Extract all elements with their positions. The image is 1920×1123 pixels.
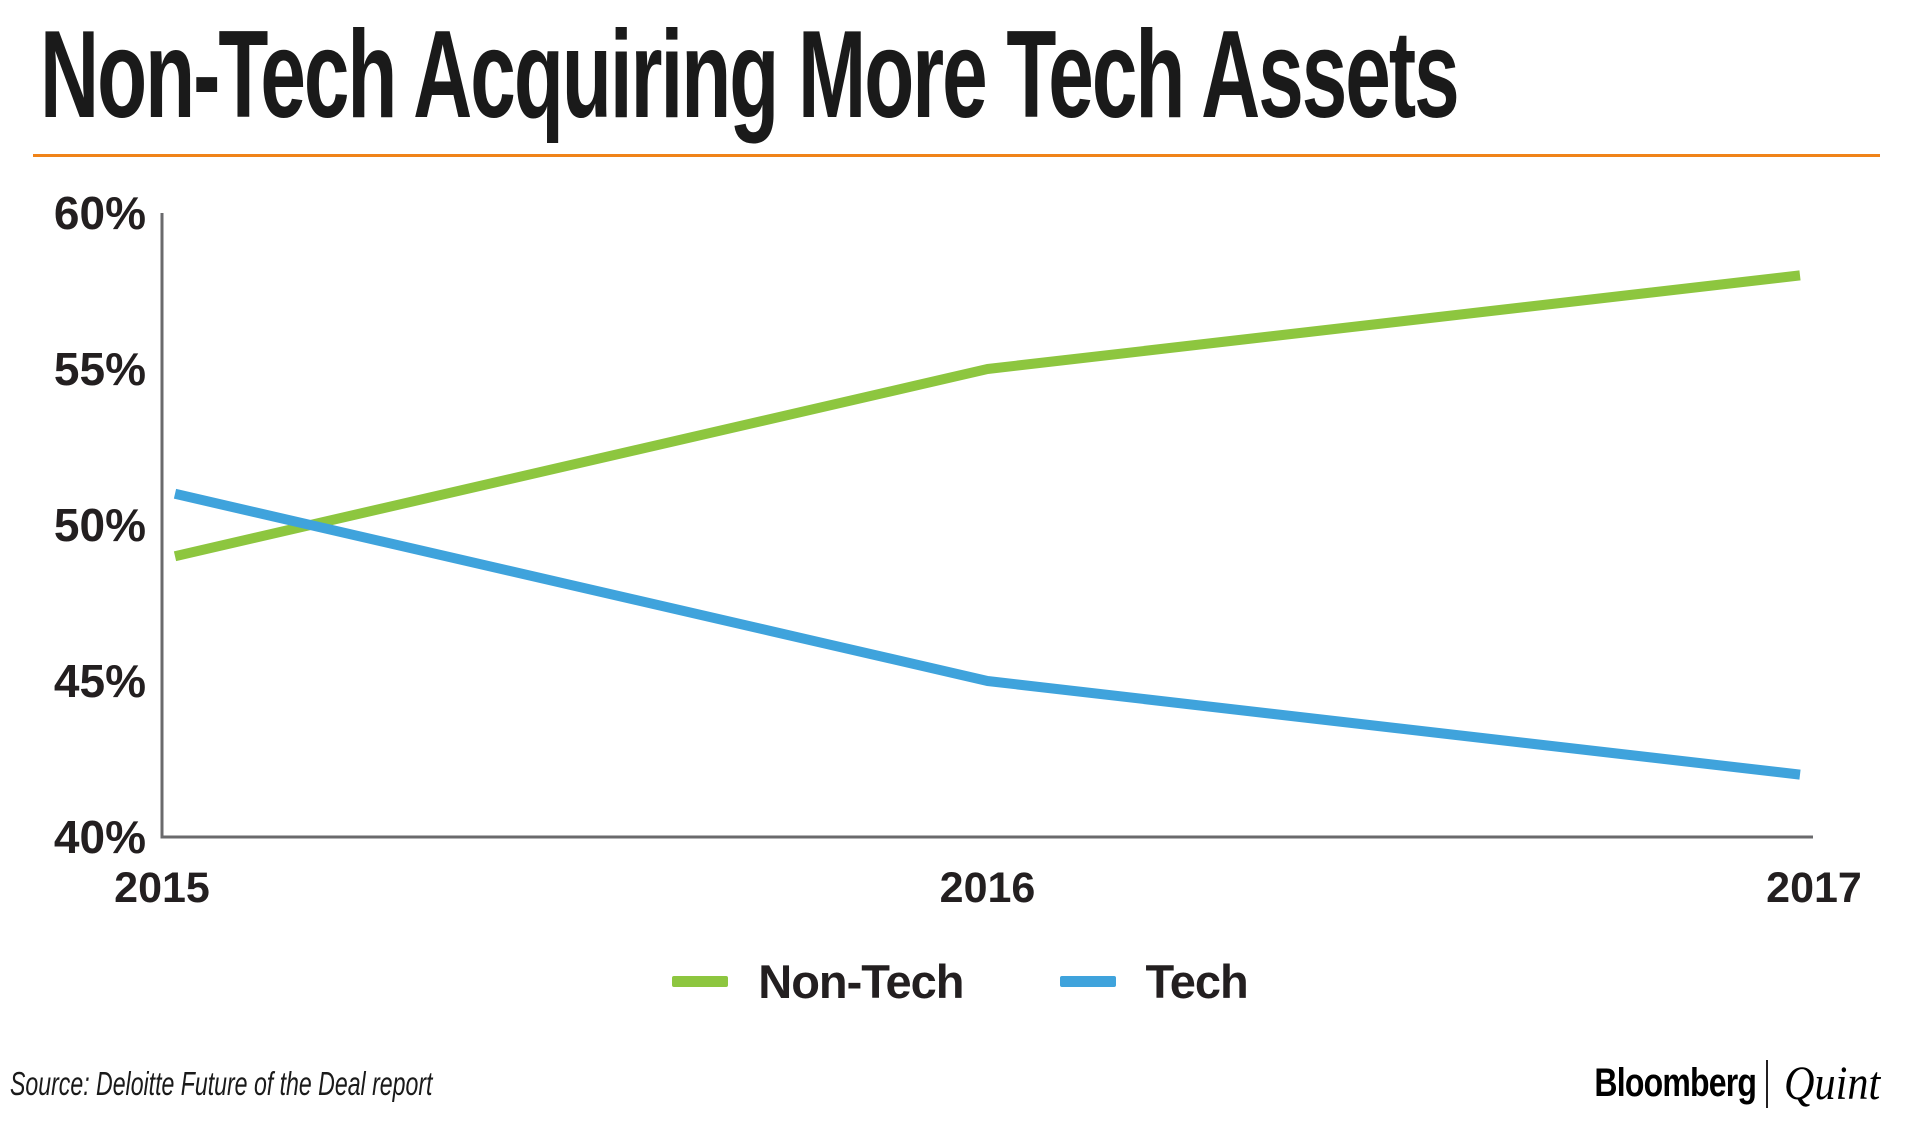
x-tick-label: 2016 (940, 864, 1036, 912)
logo-divider (1765, 1059, 1768, 1108)
series-line-tech (173, 488, 1801, 780)
y-tick-label: 40% (54, 811, 146, 863)
quint-wordmark: Quint (1783, 1057, 1880, 1110)
x-tick-label: 2015 (114, 864, 210, 912)
x-tick-label: 2017 (1766, 864, 1862, 912)
y-tick-label: 45% (54, 655, 146, 707)
y-tick-label: 50% (54, 499, 146, 551)
legend-label-non-tech: Non-Tech (758, 955, 964, 1008)
legend-label-tech: Tech (1145, 955, 1249, 1008)
footer: Source: Deloitte Future of the Deal repo… (10, 1056, 1893, 1111)
legend-swatch-non-tech (672, 976, 729, 987)
axis-lines (160, 213, 1813, 839)
header-divider-rule (33, 154, 1880, 157)
line-chart: 40% 45% 50% 55% 60% 2015 2016 2017 (54, 187, 1862, 912)
bloomberg-quint-logo: Bloomberg Quint (1554, 1056, 1893, 1111)
source-note: Source: Deloitte Future of the Deal repo… (10, 1064, 433, 1102)
chart-legend: Non-Tech Tech (0, 958, 1920, 1005)
chart-title: Non-Tech Acquiring More Tech Assets (40, 6, 1460, 144)
legend-swatch-tech (1059, 976, 1116, 987)
y-tick-label: 60% (54, 187, 146, 239)
series-line-non-tech (173, 270, 1801, 562)
y-tick-label: 55% (54, 343, 146, 395)
bloomberg-wordmark: Bloomberg (1593, 1061, 1757, 1105)
